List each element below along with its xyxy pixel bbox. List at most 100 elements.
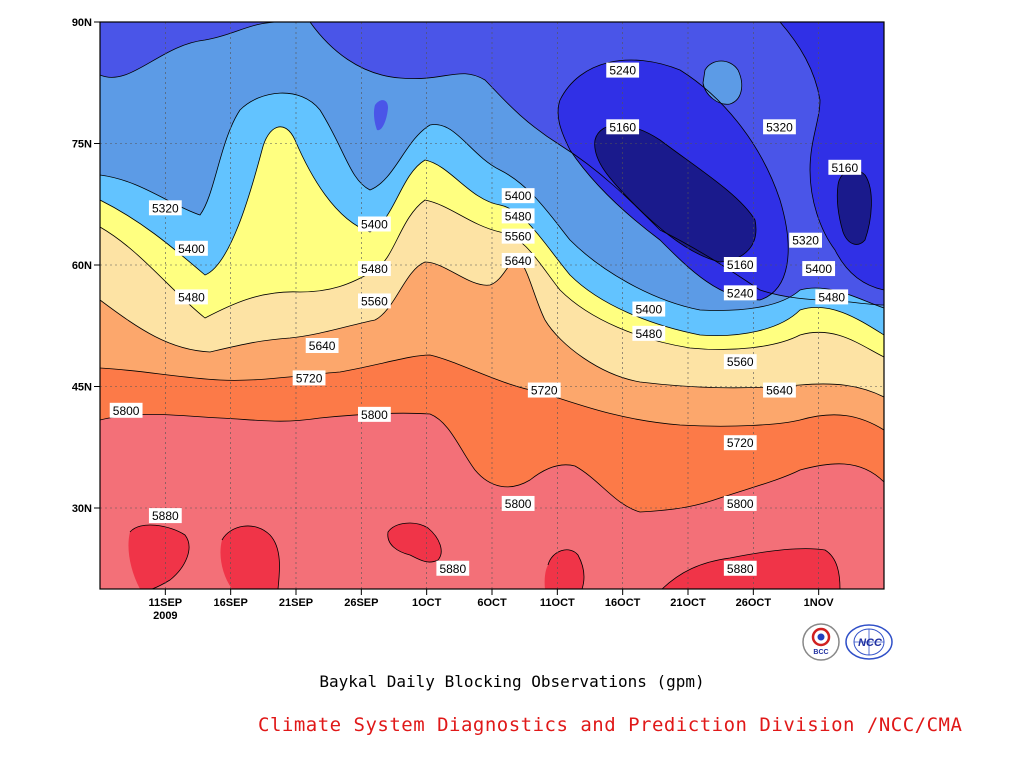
band-above-5880 [544, 549, 584, 589]
contour-label-box [789, 232, 822, 248]
contour-label: 5880 [723, 560, 757, 576]
chart-title: Baykal Daily Blocking Observations (gpm) [319, 672, 705, 691]
y-tick-label: 60N [72, 260, 92, 272]
contour-label-box [723, 435, 757, 451]
contour-label-box [175, 289, 208, 305]
contour-label: 5800 [723, 495, 757, 511]
contour-label-text: 5400 [178, 242, 205, 256]
x-tick-label: 16SEP [214, 597, 248, 609]
contour-label-text: 5880 [727, 562, 754, 576]
contour-label-text: 5800 [505, 497, 532, 511]
contour-label: 5240 [606, 62, 640, 78]
ncc-logo-text: NCC [858, 637, 883, 649]
contour-label-text: 5240 [727, 286, 754, 300]
contour-label: 5560 [723, 354, 757, 370]
grid-lines [100, 22, 884, 589]
contour-label: 5160 [828, 159, 862, 175]
contour-label-text: 5880 [152, 509, 179, 523]
contour-label-text: 5560 [727, 355, 754, 369]
contour-label-text: 5400 [361, 218, 388, 232]
contour-label: 5400 [632, 301, 666, 317]
band-below-5160 [837, 169, 872, 245]
y-tick-label: 45N [72, 382, 92, 394]
contour-label-box [175, 240, 208, 256]
contour-label: 5720 [723, 435, 757, 451]
x-tick-label: 21OCT [670, 597, 706, 609]
contour-label-box [723, 354, 757, 370]
contour-label-box [148, 508, 182, 524]
x-tick-label: 21SEP [279, 597, 313, 609]
contour-label-box [632, 325, 666, 341]
x-tick-label: 11OCT [540, 597, 575, 609]
contour-label-box [606, 62, 640, 78]
contour-label: 5480 [815, 289, 849, 305]
contour-label: 5880 [436, 560, 470, 576]
x-tick-label: 16OCT [605, 597, 641, 609]
contour-label-box [501, 188, 535, 204]
contour-label: 5720 [527, 382, 561, 398]
contour-label-text: 5800 [361, 408, 388, 422]
contour-label-text: 5640 [309, 339, 336, 353]
contour-label-text: 5480 [361, 262, 388, 276]
contour-label: 5800 [109, 402, 143, 418]
contour-label: 5720 [292, 370, 326, 386]
contour-label-text: 5880 [439, 562, 466, 576]
contour-label: 5480 [632, 325, 666, 341]
contour-label-text: 5480 [818, 290, 845, 304]
contour-label-text: 5480 [178, 290, 205, 304]
contour-label-text: 5480 [635, 327, 662, 341]
contour-label: 5640 [763, 382, 796, 398]
credit-line: Climate System Diagnostics and Predictio… [258, 714, 963, 736]
contour-label-text: 5160 [727, 258, 754, 272]
contour-label: 5880 [148, 508, 182, 524]
contour-label-box [763, 119, 796, 135]
x-tick-label: 1OCT [412, 597, 442, 609]
contour-label-box [501, 252, 535, 268]
x-tick-label: 26SEP [344, 597, 378, 609]
contour-label-text: 5400 [505, 189, 532, 203]
contour-label: 5560 [358, 293, 391, 309]
contour-label-box [501, 228, 535, 244]
contour-label-box [358, 406, 391, 422]
contour-label: 5640 [501, 252, 535, 268]
contour-label: 5400 [501, 188, 535, 204]
contour-label-text: 5400 [635, 303, 662, 317]
contour-label-text: 5160 [831, 161, 858, 175]
band-above-5880 [387, 523, 442, 563]
contour-label-text: 5320 [766, 120, 793, 134]
contour-label: 5640 [305, 338, 339, 353]
contour-label-text: 5720 [531, 384, 558, 398]
contour-label: 5400 [175, 240, 208, 256]
band-above-5880 [220, 525, 280, 589]
contour-label-text: 5800 [113, 404, 140, 418]
contour-label-text: 5640 [505, 254, 532, 268]
x-tick-label: 6OCT [477, 597, 507, 609]
contour-label-box [723, 257, 757, 272]
contour-label: 5160 [723, 257, 757, 272]
contour-label-box [501, 495, 535, 511]
y-tick-label: 90N [72, 17, 92, 29]
contour-label-box [358, 293, 391, 309]
x-tick-label: 1NOV [804, 597, 835, 609]
y-tick-label: 30N [72, 503, 92, 515]
contour-label-box [723, 285, 757, 301]
contour-label-box [815, 289, 849, 305]
band-5400-5480-patch [373, 100, 388, 131]
contour-label: 5480 [501, 208, 535, 224]
contour-label-box [109, 402, 143, 418]
contour-labels: 5320 5400 5480 5640 5720 5800 5880 5400 5480 5560… [109, 62, 862, 576]
contour-label-box [292, 370, 326, 386]
contour-label-text: 5480 [505, 209, 532, 223]
contour-label: 5320 [148, 200, 182, 216]
contour-label: 5240 [723, 285, 757, 301]
contour-label-text: 5640 [766, 384, 793, 398]
contour-label-box [828, 159, 862, 175]
bcc-logo: BCC [802, 623, 840, 661]
contour-label-box [763, 382, 796, 398]
contour-label-box [723, 560, 757, 576]
band-below-5160 [594, 125, 756, 262]
contour-label: 5480 [358, 261, 391, 277]
contour-label-text: 5560 [361, 294, 388, 308]
